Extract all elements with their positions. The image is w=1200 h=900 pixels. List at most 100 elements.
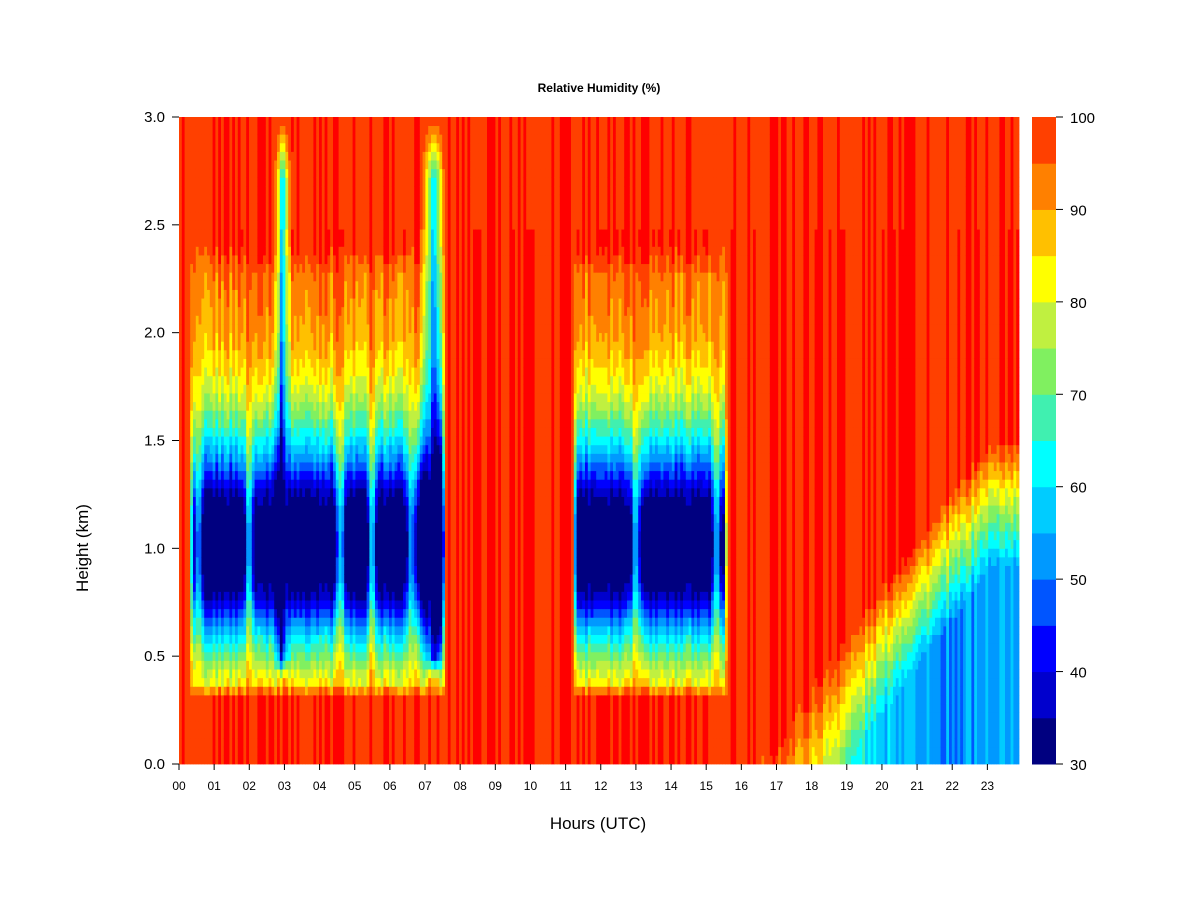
heatmap-cell [215,617,219,627]
heatmap-cell [344,669,348,679]
heatmap-cell [279,393,283,403]
heatmap-cell [212,660,216,670]
heatmap-cell [257,203,261,213]
heatmap-cell [187,720,191,730]
heatmap-cell [279,539,283,549]
heatmap-cell [347,384,351,394]
heatmap-cell [187,375,191,385]
heatmap-cell [195,341,199,351]
heatmap-cell [179,272,183,282]
heatmap-cell [263,168,267,178]
heatmap-cell [229,487,233,497]
heatmap-cell [268,617,272,627]
heatmap-cell [181,349,185,359]
heatmap-cell [277,487,281,497]
heatmap-cell [330,496,334,506]
heatmap-cell [181,556,185,566]
heatmap-cell [335,522,339,532]
heatmap-cell [226,237,230,247]
heatmap-cell [226,427,230,437]
heatmap-cell [237,755,241,765]
heatmap-cell [209,410,213,420]
heatmap-cell [321,220,325,230]
heatmap-cell [274,582,278,592]
heatmap-cell [285,375,289,385]
heatmap-cell [324,729,328,739]
heatmap-cell [316,600,320,610]
heatmap-cell [229,677,233,687]
heatmap-cell [187,306,191,316]
heatmap-cell [215,600,219,610]
heatmap-cell [229,669,233,679]
heatmap-cell [179,608,183,618]
heatmap-cell [235,505,239,515]
heatmap-cell [274,142,278,152]
heatmap-cell [274,617,278,627]
heatmap-cell [254,384,258,394]
heatmap-cell [235,418,239,428]
heatmap-cell [190,694,194,705]
heatmap-cell [349,444,353,454]
heatmap-cell [291,427,295,437]
heatmap-cell [352,246,356,256]
heatmap-cell [260,574,264,584]
heatmap-cell [321,444,325,454]
heatmap-cell [257,755,261,765]
heatmap-cell [363,522,367,532]
heatmap-cell [291,505,295,515]
heatmap-cell [246,246,250,256]
heatmap-cell [257,608,261,618]
heatmap-cell [316,582,320,592]
heatmap-cell [307,496,311,506]
heatmap-cell [330,280,334,290]
heatmap-cell [341,306,345,316]
heatmap-cell [198,117,202,127]
heatmap-cell [204,755,208,765]
heatmap-cell [288,513,292,523]
heatmap-cell [361,746,365,756]
heatmap-cell [201,738,205,748]
heatmap-cell [179,574,183,584]
heatmap-cell [271,496,275,506]
heatmap-cell [218,306,222,316]
heatmap-cell [212,470,216,480]
heatmap-cell [187,600,191,610]
heatmap-cell [265,427,269,437]
heatmap-cell [352,539,356,549]
heatmap-cell [333,203,337,213]
heatmap-cell [316,505,320,515]
heatmap-cell [181,125,185,135]
heatmap-cell [251,677,255,687]
heatmap-cell [221,375,225,385]
heatmap-cell [204,125,208,135]
heatmap-cell [209,349,213,359]
heatmap-cell [296,686,300,696]
heatmap-cell [302,487,306,497]
heatmap-cell [330,582,334,592]
heatmap-cell [347,436,351,446]
heatmap-cell [321,556,325,566]
heatmap-cell [204,117,208,127]
heatmap-cell [310,513,314,523]
heatmap-cell [243,462,247,472]
heatmap-cell [361,531,365,541]
heatmap-cell [291,237,295,247]
heatmap-cell [363,453,367,463]
heatmap-cell [291,574,295,584]
heatmap-cell [347,358,351,368]
heatmap-cell [313,479,317,489]
heatmap-cell [335,634,339,644]
heatmap-cell [207,453,211,463]
heatmap-cell [215,229,219,239]
heatmap-cell [254,263,258,273]
heatmap-cell [341,375,345,385]
heatmap-cell [288,306,292,316]
heatmap-cell [310,479,314,489]
heatmap-cell [243,358,247,368]
heatmap-cell [333,237,337,247]
heatmap-cell [237,496,241,506]
heatmap-cell [302,349,306,359]
heatmap-cell [324,151,328,161]
heatmap-cell [305,384,309,394]
heatmap-cell [226,358,230,368]
